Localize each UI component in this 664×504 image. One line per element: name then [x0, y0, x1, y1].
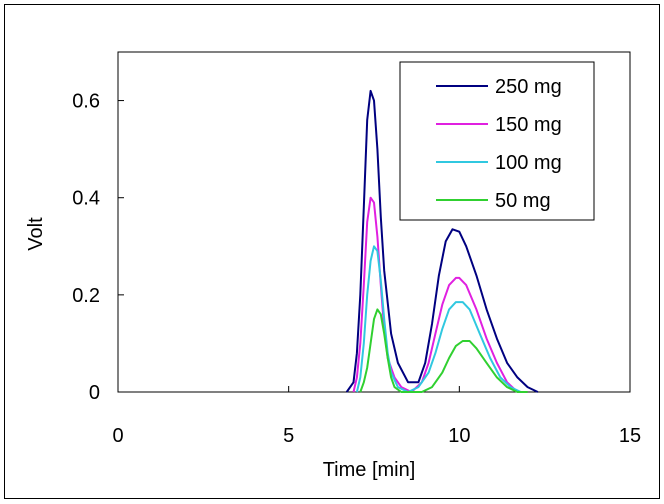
x-tick-label: 15	[619, 425, 641, 447]
chart-frame: 0 5 10 15 0 0.2 0.4 0.6 Time [min] Volt 250 mg 1…	[4, 4, 660, 499]
x-axis-label: Time [min]	[323, 459, 416, 481]
legend-label: 150 mg	[495, 114, 562, 136]
legend-label: 250 mg	[495, 76, 562, 98]
x-tick-label: 10	[448, 425, 470, 447]
y-tick-label: 0.4	[72, 188, 100, 210]
y-tick-label: 0	[89, 382, 100, 404]
x-tick-label: 0	[112, 425, 123, 447]
chromatogram-chart: 0 5 10 15 0 0.2 0.4 0.6 Time [min] Volt 250 mg 1…	[4, 4, 660, 499]
legend-label: 100 mg	[495, 152, 562, 174]
y-tick-label: 0.6	[72, 91, 100, 113]
legend-label: 50 mg	[495, 190, 551, 212]
x-tick-label: 5	[283, 425, 294, 447]
legend: 250 mg 150 mg 100 mg 50 mg	[400, 62, 594, 220]
y-axis-label: Volt	[25, 217, 47, 251]
y-tick-label: 0.2	[72, 285, 100, 307]
